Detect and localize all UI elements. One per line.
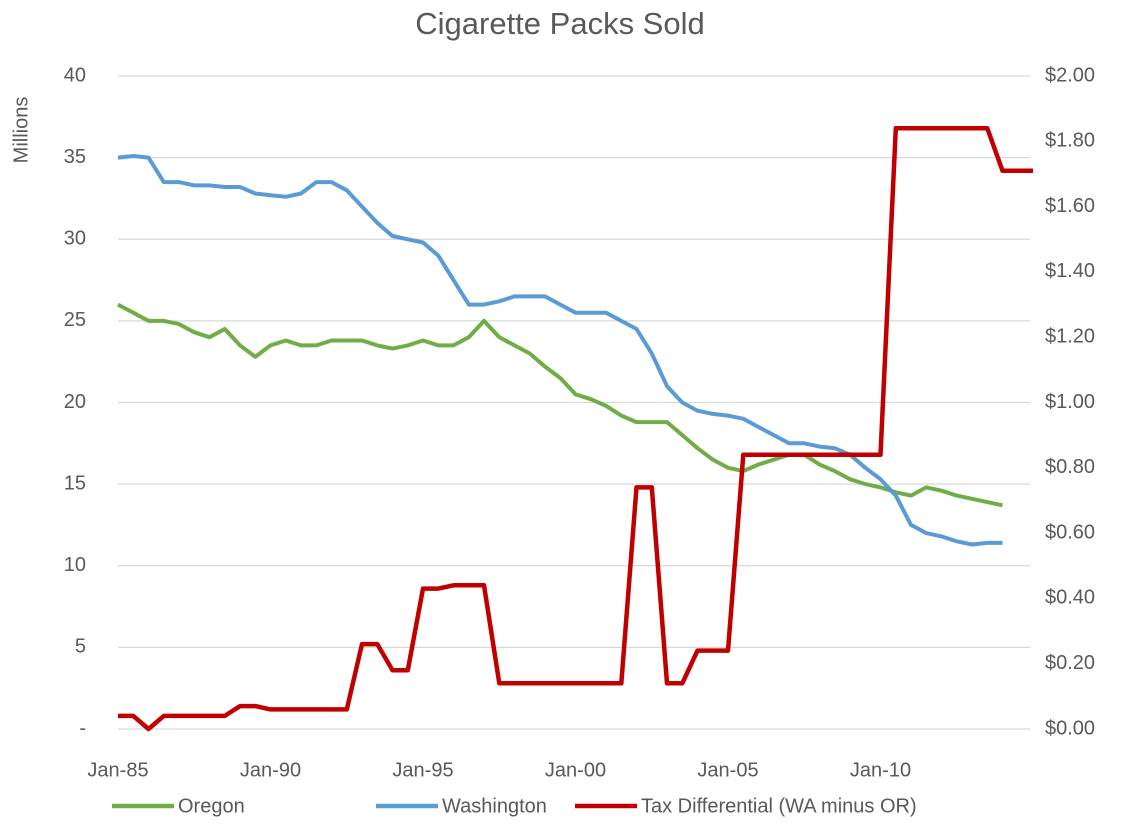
y2-tick-label: $0.20 [1045, 652, 1095, 674]
y-tick-label: 15 [64, 472, 86, 494]
y2-tick-label: $0.00 [1045, 717, 1095, 739]
y-tick-label: 40 [64, 64, 86, 86]
y-tick-label: 20 [64, 391, 86, 413]
legend-label: Tax Differential (WA minus OR) [641, 795, 917, 817]
x-tick-label: Jan-90 [240, 759, 301, 781]
y2-tick-label: $0.40 [1045, 587, 1095, 609]
y2-tick-label: $1.80 [1045, 130, 1095, 152]
y2-tick-label: $1.20 [1045, 325, 1095, 347]
x-tick-label: Jan-05 [697, 759, 758, 781]
y-tick-label: 35 [64, 146, 86, 168]
y-tick-label: 25 [64, 309, 86, 331]
series-line [117, 302, 1003, 508]
y-tick-label: 30 [64, 228, 86, 250]
y-tick-label: 10 [64, 554, 86, 576]
x-tick-label: Jan-85 [87, 759, 148, 781]
y2-tick-label: $1.40 [1045, 260, 1095, 282]
series-line [117, 154, 1003, 547]
y2-tick-label: $1.00 [1045, 391, 1095, 413]
y-tick-label: - [79, 717, 86, 739]
x-tick-label: Jan-00 [545, 759, 606, 781]
y-tick-label: 5 [75, 636, 86, 658]
chart-title: Cigarette Packs Sold [415, 6, 704, 41]
y2-tick-label: $2.00 [1045, 64, 1095, 86]
legend-label: Washington [442, 795, 547, 817]
x-tick-label: Jan-10 [850, 759, 911, 781]
y2-tick-label: $0.60 [1045, 521, 1095, 543]
series-line [118, 125, 1033, 732]
legend-label: Oregon [178, 795, 245, 817]
y2-tick-label: $0.80 [1045, 456, 1095, 478]
y-axis-label: Millions [10, 97, 32, 164]
x-tick-label: Jan-95 [392, 759, 453, 781]
y2-tick-label: $1.60 [1045, 195, 1095, 217]
